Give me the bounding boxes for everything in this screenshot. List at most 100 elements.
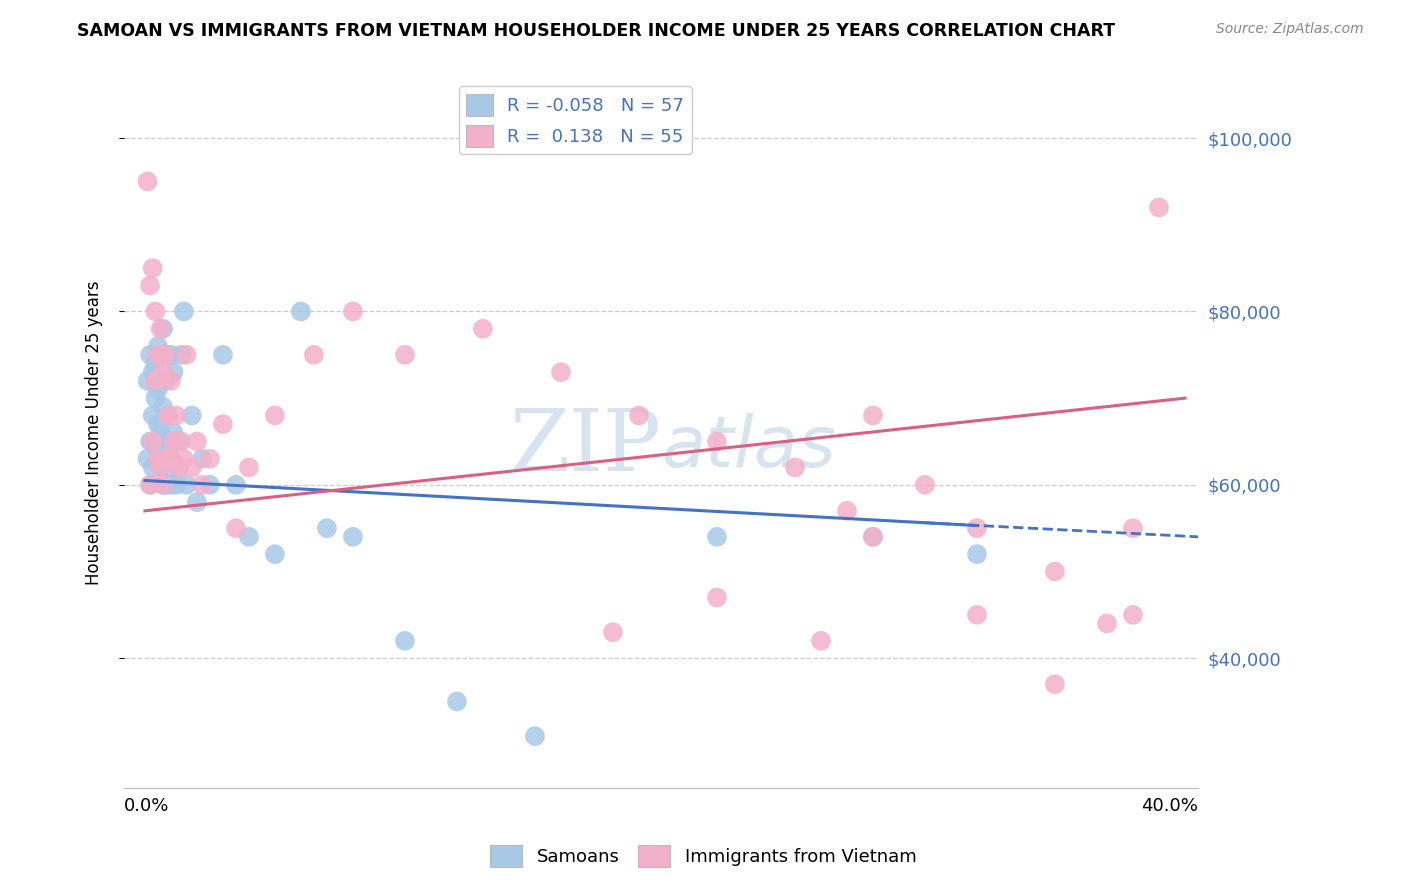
Point — [446, 694, 468, 708]
Point — [225, 478, 247, 492]
Point — [139, 278, 162, 293]
Point — [143, 434, 166, 449]
Point — [914, 478, 936, 492]
Point — [146, 451, 169, 466]
Point — [167, 434, 190, 449]
Point — [167, 460, 190, 475]
Point — [160, 451, 183, 466]
Point — [706, 530, 728, 544]
Point — [165, 409, 187, 423]
Point — [157, 409, 180, 423]
Point — [152, 443, 174, 458]
Point — [862, 530, 884, 544]
Point — [157, 451, 180, 466]
Point — [706, 434, 728, 449]
Point — [602, 625, 624, 640]
Text: 0.0%: 0.0% — [124, 797, 170, 815]
Point — [139, 478, 162, 492]
Point — [1095, 616, 1118, 631]
Point — [155, 478, 177, 492]
Point — [146, 339, 169, 353]
Point — [191, 451, 214, 466]
Point — [316, 521, 339, 535]
Point — [170, 434, 193, 449]
Point — [264, 409, 287, 423]
Point — [862, 409, 884, 423]
Point — [523, 729, 546, 743]
Point — [170, 348, 193, 362]
Point — [176, 348, 198, 362]
Point — [149, 460, 172, 475]
Point — [966, 521, 988, 535]
Point — [342, 304, 364, 318]
Point — [160, 348, 183, 362]
Point — [550, 365, 572, 379]
Point — [152, 478, 174, 492]
Point — [157, 469, 180, 483]
Point — [238, 460, 260, 475]
Point — [143, 374, 166, 388]
Point — [162, 434, 184, 449]
Point — [471, 322, 494, 336]
Point — [162, 365, 184, 379]
Point — [149, 322, 172, 336]
Point — [165, 478, 187, 492]
Point — [155, 374, 177, 388]
Point — [142, 261, 165, 276]
Point — [186, 434, 208, 449]
Point — [139, 434, 162, 449]
Point — [1147, 201, 1170, 215]
Point — [155, 451, 177, 466]
Point — [167, 460, 190, 475]
Point — [157, 409, 180, 423]
Point — [706, 591, 728, 605]
Text: Source: ZipAtlas.com: Source: ZipAtlas.com — [1216, 22, 1364, 37]
Point — [136, 451, 159, 466]
Point — [160, 478, 183, 492]
Point — [142, 434, 165, 449]
Point — [394, 348, 416, 362]
Point — [142, 409, 165, 423]
Point — [176, 478, 198, 492]
Point — [264, 547, 287, 561]
Point — [1043, 565, 1066, 579]
Point — [173, 304, 195, 318]
Point — [143, 356, 166, 370]
Point — [149, 374, 172, 388]
Point — [152, 478, 174, 492]
Point — [165, 434, 187, 449]
Point — [198, 451, 221, 466]
Point — [302, 348, 325, 362]
Point — [290, 304, 312, 318]
Y-axis label: Householder Income Under 25 years: Householder Income Under 25 years — [86, 281, 103, 585]
Point — [173, 451, 195, 466]
Point — [810, 633, 832, 648]
Point — [1043, 677, 1066, 691]
Point — [146, 443, 169, 458]
Point — [152, 322, 174, 336]
Point — [160, 451, 183, 466]
Point — [238, 530, 260, 544]
Point — [212, 417, 235, 431]
Point — [212, 348, 235, 362]
Point — [198, 478, 221, 492]
Point — [160, 374, 183, 388]
Point — [139, 348, 162, 362]
Point — [146, 383, 169, 397]
Point — [149, 425, 172, 440]
Point — [1122, 521, 1144, 535]
Point — [152, 365, 174, 379]
Point — [142, 460, 165, 475]
Point — [149, 460, 172, 475]
Legend: R = -0.058   N = 57, R =  0.138   N = 55: R = -0.058 N = 57, R = 0.138 N = 55 — [458, 87, 692, 154]
Point — [136, 374, 159, 388]
Text: atlas: atlas — [661, 412, 835, 482]
Point — [143, 304, 166, 318]
Point — [186, 495, 208, 509]
Point — [152, 400, 174, 414]
Point — [783, 460, 806, 475]
Point — [835, 504, 858, 518]
Text: 40.0%: 40.0% — [1142, 797, 1198, 815]
Point — [146, 348, 169, 362]
Point — [155, 348, 177, 362]
